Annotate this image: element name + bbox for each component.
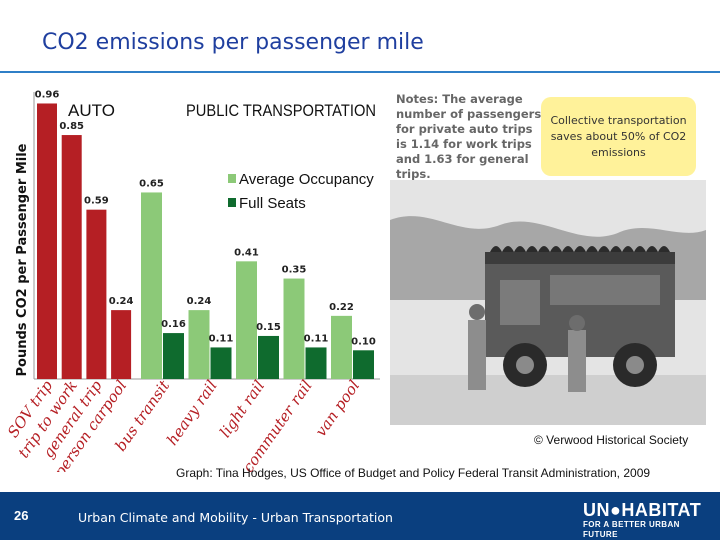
legend-swatch-average-occupancy — [228, 174, 236, 183]
bar-label-full-seats-4: 0.10 — [351, 336, 376, 347]
bar-label-average-occupancy-0: 0.65 — [139, 178, 164, 189]
logo-tagline: FOR A BETTER URBAN FUTURE — [583, 520, 680, 539]
bus-front-hub — [516, 356, 534, 374]
legend-label-average-occupancy: Average Occupancy — [239, 171, 374, 188]
photo-road — [390, 375, 706, 425]
bar-auto-0 — [37, 103, 57, 380]
group-label-public: PUBLIC TRANSPORTATION — [186, 101, 376, 120]
bar-auto-3 — [111, 310, 132, 379]
bar-label-average-occupancy-2: 0.41 — [234, 247, 259, 258]
legend-swatch-full-seats — [228, 198, 236, 207]
title-divider — [0, 71, 720, 73]
standing-man-right — [568, 330, 586, 392]
bar-full-seats-3 — [305, 347, 327, 379]
standing-man-left-head — [469, 304, 485, 320]
graph-source: Graph: Tina Hodges, US Office of Budget … — [176, 466, 651, 480]
callout-box: Collective transportation saves about 50… — [541, 97, 696, 176]
bar-label-average-occupancy-4: 0.22 — [329, 302, 354, 313]
slide-title: CO2 emissions per passenger mile — [42, 30, 424, 55]
bar-average-occupancy-4 — [331, 315, 352, 379]
footer-bar — [0, 492, 720, 540]
bar-average-occupancy-1 — [188, 310, 210, 379]
bar-average-occupancy-3 — [283, 278, 305, 379]
logo-wordmark: UN●HABITAT — [583, 500, 702, 520]
bar-full-seats-2 — [258, 335, 279, 379]
notes-text: Notes: The average number of passengers … — [396, 92, 542, 181]
bus-illustration — [390, 180, 706, 425]
bar-label-full-seats-2: 0.15 — [256, 322, 281, 333]
bar-auto-2 — [86, 209, 107, 379]
bar-full-seats-4 — [353, 350, 374, 379]
bar-label-auto-1: 0.85 — [59, 121, 84, 132]
y-axis-label: Pounds CO2 per Passenger Mile — [15, 143, 30, 376]
un-habitat-logo: UN●HABITAT FOR A BETTER URBAN FUTURE — [583, 500, 713, 539]
bar-label-full-seats-1: 0.11 — [209, 333, 234, 344]
bar-label-average-occupancy-3: 0.35 — [282, 265, 307, 276]
bar-label-full-seats-0: 0.16 — [161, 319, 186, 330]
co2-bar-chart: Pounds CO2 per Passenger Mile AUTO PUBLI… — [6, 80, 386, 472]
standing-man-right-head — [569, 315, 585, 331]
footer-caption: Urban Climate and Mobility - Urban Trans… — [78, 510, 393, 525]
bar-label-auto-2: 0.59 — [84, 196, 109, 207]
group-label-auto: AUTO — [68, 101, 115, 120]
photo-credit: © Verwood Historical Society — [534, 433, 689, 447]
standing-man-left — [468, 320, 486, 390]
bar-marks: 0.96 0.85 0.59 0.24 0.65 0.16 0.24 0.11 0.41 0.15… — [35, 89, 376, 380]
bar-average-occupancy-0 — [141, 192, 162, 379]
bus-rear-hub — [626, 356, 644, 374]
bar-label-auto-0: 0.96 — [35, 89, 60, 100]
bus-passengers — [490, 246, 670, 252]
bar-label-average-occupancy-1: 0.24 — [187, 296, 212, 307]
bar-auto-1 — [61, 135, 82, 379]
bar-label-full-seats-3: 0.11 — [304, 333, 329, 344]
page-number: 26 — [14, 508, 29, 523]
bus-top-deck — [485, 252, 675, 264]
bar-average-occupancy-2 — [236, 261, 257, 379]
bus-side-panel — [550, 275, 660, 305]
bus-cab — [500, 280, 540, 325]
bar-label-auto-3: 0.24 — [109, 296, 134, 307]
bar-full-seats-1 — [210, 347, 232, 379]
historic-bus-photo — [390, 180, 706, 425]
bar-full-seats-0 — [163, 333, 184, 379]
legend-label-full-seats: Full Seats — [239, 195, 306, 212]
